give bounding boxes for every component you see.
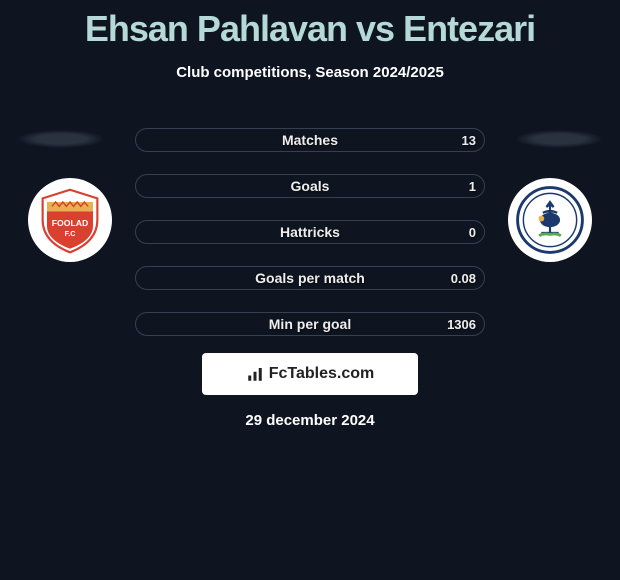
stat-row-hattricks: Hattricks 0 [135,220,485,244]
stat-value-right: 13 [462,133,476,148]
stat-value-right: 1306 [447,317,476,332]
stat-label: Goals per match [255,270,365,286]
svg-text:F.C: F.C [65,229,76,238]
watermark: FcTables.com [202,353,418,395]
stat-label: Matches [282,132,338,148]
page-title: Ehsan Pahlavan vs Entezari [0,0,620,50]
bar-chart-icon [246,365,264,383]
logo-shadow-left [17,130,105,148]
stats-container: Matches 13 Goals 1 Hattricks 0 Goals per… [135,128,485,358]
stat-row-min-per-goal: Min per goal 1306 [135,312,485,336]
logo-shadow-right [515,130,603,148]
stat-value-right: 0.08 [451,271,476,286]
team-logo-right [508,178,592,262]
stat-label: Goals [291,178,330,194]
svg-text:FOOLAD: FOOLAD [52,218,88,228]
team-logo-left: FOOLAD F.C [28,178,112,262]
subtitle: Club competitions, Season 2024/2025 [0,64,620,81]
stat-row-goals-per-match: Goals per match 0.08 [135,266,485,290]
malavan-crest-icon [514,184,586,256]
watermark-text: FcTables.com [269,365,375,383]
date: 29 december 2024 [0,412,620,429]
stat-row-matches: Matches 13 [135,128,485,152]
stat-label: Hattricks [280,224,340,240]
stat-row-goals: Goals 1 [135,174,485,198]
stat-label: Min per goal [269,316,351,332]
stat-value-right: 0 [469,225,476,240]
foolad-fc-crest-icon: FOOLAD F.C [34,184,106,256]
stat-value-right: 1 [469,179,476,194]
